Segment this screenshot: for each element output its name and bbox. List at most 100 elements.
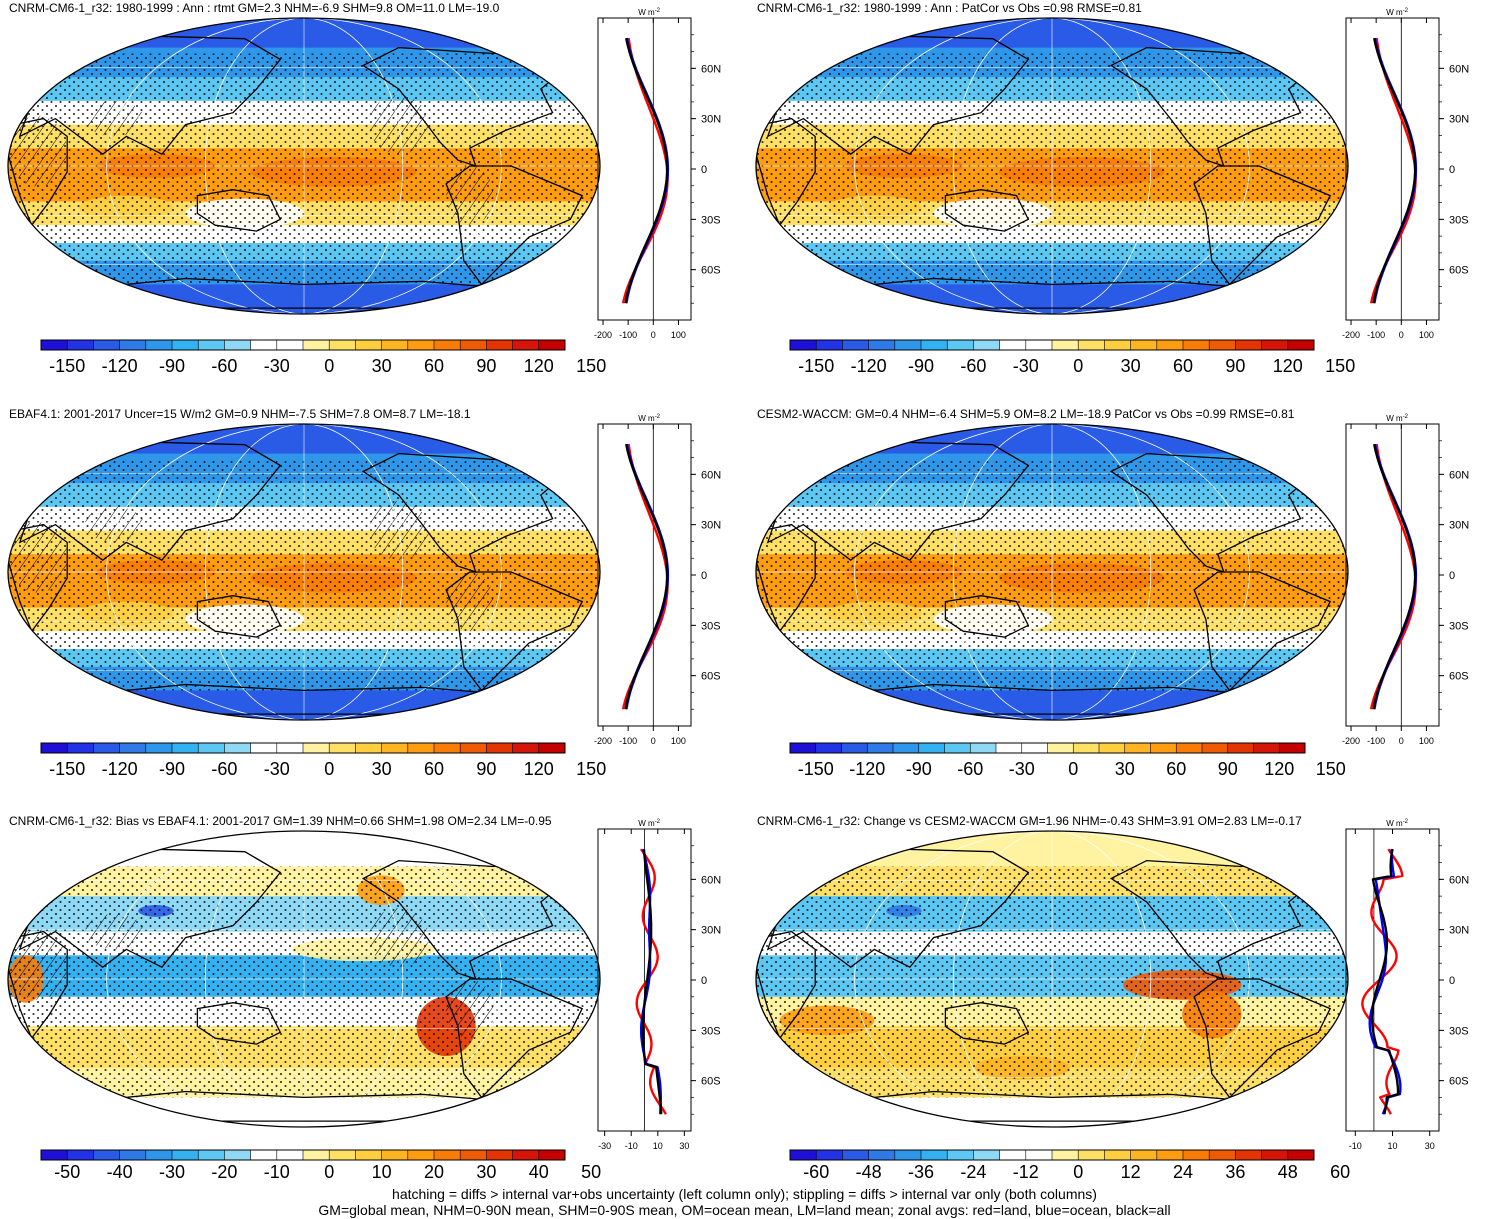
colorbar-tick-label: 20 — [424, 1162, 444, 1182]
colorbar-tick-label: -90 — [159, 356, 185, 376]
colorbar-swatch — [355, 1150, 382, 1160]
colorbar-tick-label: 36 — [1225, 1162, 1245, 1182]
colorbar-swatch — [1130, 340, 1158, 350]
coastline-samerica — [445, 978, 584, 1099]
colorbar-swatch — [486, 340, 513, 350]
lat-label: 0 — [701, 975, 707, 987]
colorbar-tick-label: 60 — [1166, 759, 1186, 779]
colorbar-swatch — [303, 1150, 330, 1160]
colorbar-swatch — [41, 340, 68, 350]
lat-label: 0 — [1449, 975, 1455, 987]
coastline-africa — [8, 117, 68, 227]
colorbar-swatch — [93, 743, 120, 753]
colorbar-swatch — [538, 1150, 566, 1160]
colorbar-swatch — [329, 340, 356, 350]
map-field — [8, 831, 600, 1127]
colorbar-swatch — [145, 743, 173, 753]
colorbar-tick-label: -36 — [908, 1162, 934, 1182]
colorbar-swatch — [381, 340, 409, 350]
colorbar-swatch — [355, 743, 382, 753]
footer-line-1: hatching = diffs > internal var+obs unce… — [392, 1186, 1097, 1202]
zonal-xtick-label: -100 — [619, 330, 637, 340]
coastline-antarctica — [67, 277, 530, 309]
colorbar-tick-label: -24 — [960, 1162, 986, 1182]
colorbar-swatch — [329, 743, 356, 753]
colorbar-tick-label: -60 — [211, 759, 237, 779]
colorbar-swatch — [355, 340, 382, 350]
colorbar-swatch — [460, 340, 487, 350]
colorbar-tick-label: 30 — [1121, 356, 1141, 376]
colorbar-swatch — [486, 1150, 513, 1160]
colorbar-swatch — [816, 340, 843, 350]
colorbar: -50 -40 -30 -20 -10 0 10 20 30 40 50 — [40, 1149, 601, 1182]
colorbar-tick-label: 0 — [324, 759, 334, 779]
colorbar-swatch — [1261, 1150, 1289, 1160]
lat-label: 0 — [1449, 164, 1455, 176]
zonal-xtick-label: 100 — [671, 736, 686, 746]
lat-label: 60S — [1449, 1076, 1469, 1088]
colorbar-swatch — [868, 1150, 896, 1160]
colorbar-swatch — [250, 340, 278, 350]
colorbar-swatch — [145, 1150, 173, 1160]
coastline-samerica — [445, 165, 584, 286]
colorbar-swatch — [1104, 340, 1131, 350]
colorbar-swatch — [145, 340, 173, 350]
colorbar-swatch — [1156, 340, 1184, 350]
zonal-xtick-label: 100 — [1419, 330, 1434, 340]
colorbar-swatch — [303, 743, 330, 753]
lat-label: 60S — [701, 671, 721, 683]
colorbar-tick-label: -90 — [906, 759, 932, 779]
zonal-xtick-label: 100 — [1419, 736, 1434, 746]
coastline-australia — [944, 189, 1030, 232]
colorbar-swatch — [434, 1150, 461, 1160]
zonal-xtick-label: -200 — [1342, 736, 1360, 746]
coastline-samerica — [1193, 165, 1332, 286]
colorbar: -150 -120 -90 -60 -30 0 30 60 90 120 150 — [789, 742, 1346, 779]
zonal-line-all — [1372, 37, 1417, 304]
colorbar-tick-label: -150 — [49, 759, 85, 779]
map-field — [8, 424, 600, 720]
colorbar-tick-label: -120 — [851, 356, 887, 376]
panel-p4: CESM2-WACCM: GM=0.4 NHM=-6.4 SHM=5.9 OM=… — [755, 407, 1469, 779]
panel-p2: CNRM-CM6-1_r32: 1980-1999 : Ann : PatCor… — [755, 1, 1469, 376]
lat-label: 30S — [701, 1025, 721, 1037]
lat-label: 0 — [1449, 570, 1455, 582]
zonal-line-ocean — [625, 37, 670, 304]
zonal-xtick-label: -100 — [1367, 736, 1385, 746]
lat-label: 60N — [701, 874, 721, 886]
colorbar-swatch — [172, 340, 199, 350]
colorbar-swatch — [250, 743, 278, 753]
colorbar-tick-label: 150 — [576, 759, 606, 779]
lat-label: 60N — [1449, 874, 1469, 886]
zonal-mean-plot: W m-2 60N 30N 0 30S 60S -200 -100 0 100 — [594, 8, 721, 340]
colorbar-swatch — [276, 340, 304, 350]
colorbar-swatch — [407, 1150, 435, 1160]
colorbar-swatch — [276, 743, 304, 753]
panel-title: CNRM-CM6-1_r32: 1980-1999 : Ann : PatCor… — [757, 1, 1142, 15]
lat-label: 30S — [701, 214, 721, 226]
lat-label: 30S — [1449, 1025, 1469, 1037]
colorbar-swatch — [407, 340, 435, 350]
colorbar-swatch — [1150, 743, 1177, 753]
colorbar-swatch — [434, 743, 461, 753]
colorbar-swatch — [381, 1150, 409, 1160]
map-field — [756, 424, 1348, 720]
zonal-line-all — [624, 37, 669, 304]
colorbar-swatch — [407, 743, 435, 753]
zonal-mean-plot: W m-2 60N 30N 0 30S 60S -200 -100 0 100 — [594, 414, 721, 746]
colorbar-tick-label: -60 — [211, 356, 237, 376]
colorbar-swatch — [512, 340, 540, 350]
colorbar-swatch — [842, 1150, 869, 1160]
footer-line-2: GM=global mean, NHM=0-90N mean, SHM=0-90… — [318, 1202, 1171, 1218]
lat-label: 30N — [1449, 520, 1469, 532]
colorbar-swatch — [996, 743, 1023, 753]
colorbar-tick-label: 90 — [1225, 356, 1245, 376]
zonal-line-ocean — [625, 443, 670, 710]
zonal-xtick-label: 30 — [1425, 1141, 1435, 1151]
colorbar-swatch — [790, 1150, 817, 1160]
colorbar-tick-label: -30 — [264, 356, 290, 376]
colorbar-swatch — [1047, 743, 1074, 753]
colorbar-tick-label: 10 — [372, 1162, 392, 1182]
colorbar-tick-label: 150 — [1325, 356, 1355, 376]
coastline-australia — [944, 595, 1030, 638]
